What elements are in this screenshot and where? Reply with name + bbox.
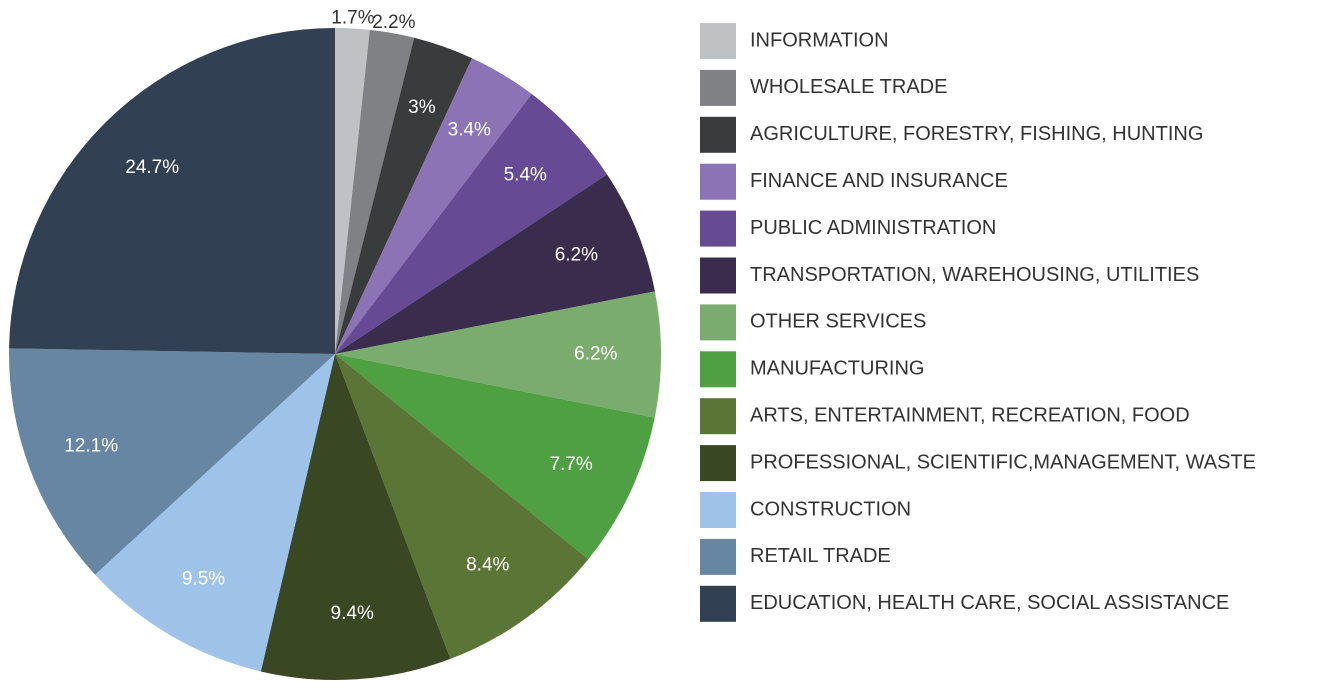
legend-label: OTHER SERVICES xyxy=(750,311,926,333)
pie-slice xyxy=(335,291,661,418)
pie-slice xyxy=(335,37,473,354)
legend-swatch xyxy=(700,163,736,200)
slice-label: 12.1% xyxy=(64,436,118,457)
pie-slice xyxy=(335,174,655,354)
slice-label: 9.5% xyxy=(182,568,225,589)
legend-swatch xyxy=(700,492,736,528)
slice-label: 3% xyxy=(408,97,436,118)
legend-label: MANUFACTURING xyxy=(750,358,924,380)
slice-label: 24.7% xyxy=(125,157,179,178)
pie-slice xyxy=(335,94,608,355)
legend-swatch xyxy=(700,538,736,575)
slice-label: 6.2% xyxy=(555,244,598,265)
slice-label: 7.7% xyxy=(549,454,592,475)
legend-swatch xyxy=(700,351,736,388)
legend-swatch xyxy=(700,304,736,341)
legend-swatch xyxy=(700,445,736,482)
legend-label: ARTS, ENTERTAINMENT, RECREATION, FOOD xyxy=(750,404,1190,426)
legend-swatch xyxy=(700,69,736,106)
legend-label: WHOLESALE TRADE xyxy=(750,76,947,98)
legend-label: CONSTRUCTION xyxy=(750,498,911,520)
pie-slice xyxy=(335,58,532,354)
legend-label: RETAIL TRADE xyxy=(750,545,891,567)
legend-swatch xyxy=(700,116,736,153)
legend-label: PROFESSIONAL, SCIENTIFIC,MANAGEMENT, WAS… xyxy=(750,451,1256,473)
slice-label: 5.4% xyxy=(504,165,547,186)
legend-label: FINANCE AND INSURANCE xyxy=(750,170,1008,192)
legend-swatch xyxy=(700,23,736,59)
legend-label: AGRICULTURE, FORESTRY, FISHING, HUNTING xyxy=(750,123,1203,145)
pie-slice xyxy=(95,354,335,672)
legend-label: PUBLIC ADMINISTRATION xyxy=(750,217,996,239)
slice-label: 1.7% xyxy=(331,7,374,28)
pie-slice xyxy=(335,354,589,659)
pie-slice xyxy=(335,354,655,560)
slice-label: 6.2% xyxy=(574,343,617,364)
legend-swatch xyxy=(700,585,736,622)
legend-swatch xyxy=(700,257,736,294)
slice-label: 9.4% xyxy=(331,603,374,624)
slice-label: 8.4% xyxy=(466,554,509,575)
pie-slice xyxy=(335,28,370,354)
pie-slice xyxy=(8,348,335,575)
pie-slice xyxy=(260,354,451,680)
legend-label: TRANSPORTATION, WAREHOUSING, UTILITIES xyxy=(750,264,1199,286)
legend-swatch xyxy=(700,398,736,435)
legend-swatch xyxy=(700,210,736,247)
pie-slice xyxy=(9,28,335,354)
slice-label: 3.4% xyxy=(448,119,491,140)
legend-label: EDUCATION, HEALTH CARE, SOCIAL ASSISTANC… xyxy=(750,592,1229,614)
legend-label: INFORMATION xyxy=(750,29,889,51)
pie-slice xyxy=(335,29,415,354)
slice-label: 2.2% xyxy=(372,12,415,33)
